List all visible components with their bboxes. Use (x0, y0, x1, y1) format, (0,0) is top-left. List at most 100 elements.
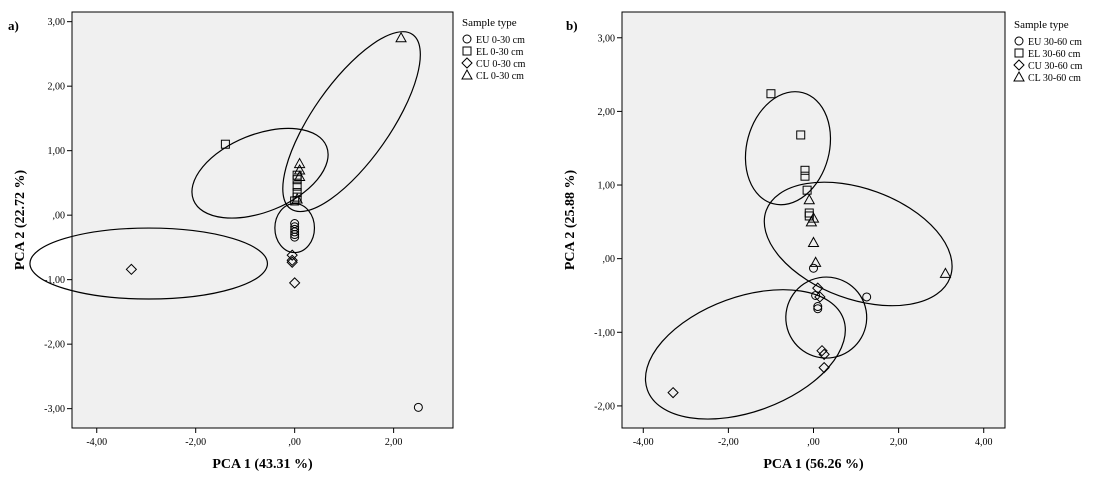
y-tick-label: 1,00 (48, 146, 66, 157)
group-ellipse-3 (191, 127, 329, 219)
legend-title-a: Sample type (462, 17, 517, 29)
legend-label: CU 0-30 cm (476, 59, 526, 70)
group-ellipse-4 (644, 289, 846, 420)
marker-layer-a (125, 31, 423, 412)
x-tick-label: 2,00 (890, 437, 908, 448)
legend-marker-circle (462, 34, 472, 44)
data-point-circle (413, 402, 423, 412)
y-tick-label: -1,00 (44, 275, 65, 286)
x-tick-label: -2,00 (185, 437, 206, 448)
legend-marker-triangle (461, 68, 473, 80)
axis-layer-a: -4,00 -2,00 ,00 2,00 3,00 2,00 1,00 ,00 -1,00 -2,… (44, 17, 402, 448)
x-tick-label: 2,00 (385, 437, 403, 448)
marker-layer-b (667, 89, 952, 399)
data-point-diamond (286, 249, 298, 261)
y-axis-label-b: PCA 2 (25.88 %) (563, 170, 578, 271)
legend-title-b: Sample type (1014, 19, 1069, 31)
legend-marker-square (1014, 48, 1024, 58)
data-point-diamond (816, 344, 828, 357)
x-tick-label: ,00 (807, 437, 820, 448)
data-point-triangle (293, 163, 306, 175)
data-point-triangle (807, 212, 820, 223)
ellipse-layer-b (644, 91, 953, 420)
data-point-triangle (939, 267, 952, 278)
data-point-diamond (818, 348, 830, 361)
data-point-square (800, 165, 810, 175)
data-point-diamond (125, 263, 138, 276)
ellipse-layer-a (29, 31, 421, 300)
data-point-triangle (395, 31, 407, 43)
data-point-square (766, 89, 776, 99)
legend-label: EL 30-60 cm (1028, 49, 1081, 60)
x-tick-label: -2,00 (718, 437, 739, 448)
data-point-square (292, 181, 302, 191)
legend-label: CL 0-30 cm (476, 71, 524, 82)
panel-label-a: a) (8, 18, 19, 33)
x-tick-label: 4,00 (975, 437, 993, 448)
data-point-square (796, 130, 806, 140)
data-point-diamond (286, 256, 298, 268)
y-tick-label: -3,00 (44, 404, 65, 415)
data-point-square (802, 185, 812, 195)
plot-area-a (71, 11, 454, 429)
axis-layer-b: -4,00 -2,00 ,00 2,00 4,00 3,00 2,00 1,00 ,00 -1,0… (594, 33, 992, 448)
data-point-diamond (667, 386, 679, 399)
data-point-diamond (818, 361, 830, 374)
group-ellipse-1 (29, 227, 269, 300)
data-point-square (220, 139, 230, 149)
x-tick-label: -4,00 (633, 437, 654, 448)
data-point-circle (862, 292, 872, 302)
panel-label-b: b) (566, 18, 578, 33)
data-point-circle (290, 230, 300, 240)
legend-label: EL 0-30 cm (476, 47, 524, 58)
data-point-triangle (807, 236, 820, 247)
legend-label: EU 0-30 cm (476, 35, 525, 46)
data-point-circle (813, 304, 823, 314)
y-tick-label: ,00 (603, 254, 616, 265)
data-point-diamond (812, 282, 824, 294)
legend-marker-diamond (1013, 59, 1025, 71)
legend-label: EU 30-60 cm (1028, 37, 1082, 48)
x-tick-label: -4,00 (86, 437, 107, 448)
data-point-circle (813, 302, 823, 312)
data-point-square (800, 171, 810, 181)
legend-marker-diamond (461, 57, 473, 69)
legend-label: CU 30-60 cm (1028, 61, 1083, 72)
group-ellipse-1 (744, 91, 832, 206)
data-point-triangle (293, 157, 306, 169)
panel-b: -4,00 -2,00 ,00 2,00 4,00 3,00 2,00 1,00 ,00 -1,0… (563, 11, 1083, 472)
data-point-triangle (293, 170, 306, 181)
legend-marker-square (462, 46, 472, 56)
data-point-circle (290, 232, 300, 242)
y-tick-label: 3,00 (598, 33, 616, 44)
data-point-triangle (809, 256, 822, 267)
data-point-diamond (288, 277, 301, 289)
y-axis-label-a: PCA 2 (22.72 %) (13, 170, 28, 271)
y-tick-label: 2,00 (598, 107, 616, 118)
y-tick-label: -2,00 (44, 340, 65, 351)
x-axis-label-b: PCA 1 (56.26 %) (763, 457, 864, 472)
data-point-square (290, 196, 300, 206)
panel-a: -4,00 -2,00 ,00 2,00 3,00 2,00 1,00 ,00 -1,00 -2,… (8, 11, 526, 472)
x-tick-label: ,00 (288, 437, 301, 448)
group-ellipse-3 (785, 276, 868, 359)
data-point-circle (809, 263, 818, 273)
legend-marker-circle (1014, 36, 1024, 46)
group-ellipse-4 (282, 31, 421, 213)
x-axis-label-a: PCA 1 (43.31 %) (212, 457, 313, 472)
y-tick-label: -2,00 (594, 401, 615, 412)
y-tick-label: -1,00 (594, 328, 615, 339)
data-point-diamond (286, 254, 298, 267)
data-point-circle (290, 227, 300, 237)
legend-label: CL 30-60 cm (1028, 73, 1081, 84)
y-tick-label: ,00 (53, 211, 66, 222)
y-tick-label: 2,00 (48, 82, 66, 93)
data-point-diamond (814, 291, 826, 303)
y-tick-label: 3,00 (48, 17, 66, 28)
legend-marker-triangle (1013, 70, 1025, 82)
y-tick-label: 1,00 (598, 181, 616, 192)
